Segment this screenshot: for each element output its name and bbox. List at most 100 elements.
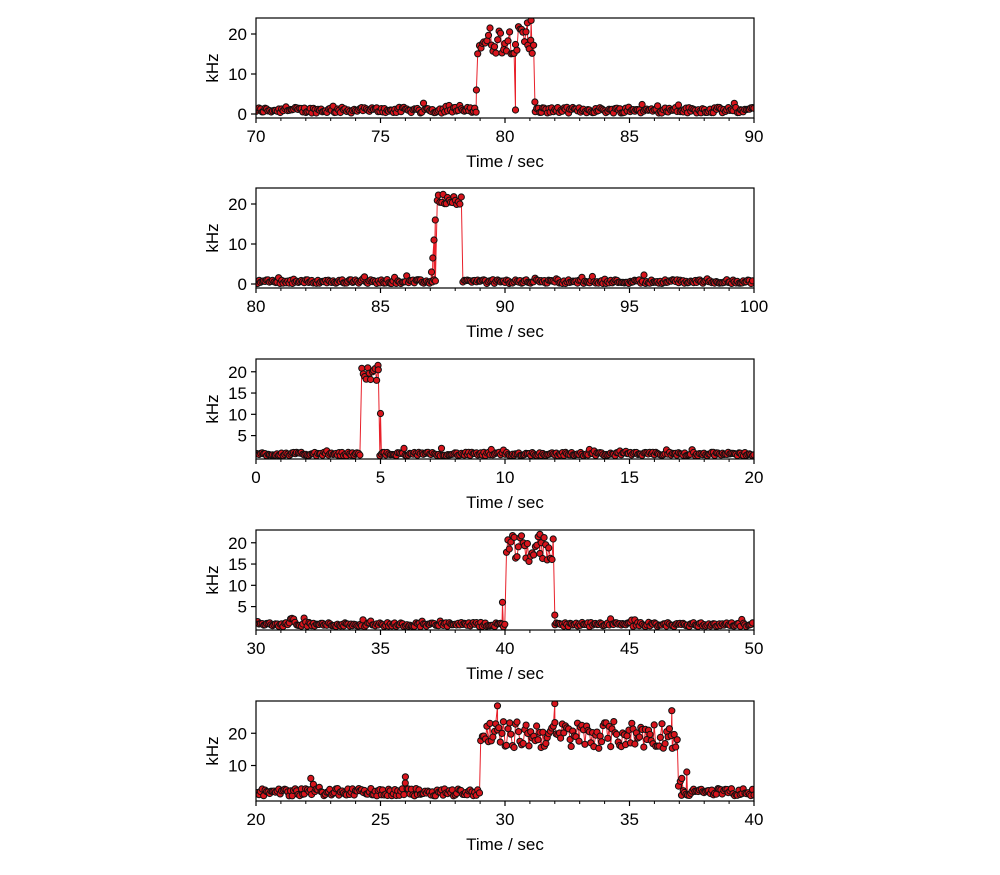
data-point: [551, 701, 559, 708]
x-tick-label: 20: [247, 810, 266, 829]
series-group: [256, 361, 754, 459]
data-point: [367, 375, 375, 384]
x-tick-label: 40: [745, 810, 764, 829]
x-axis-label: Time / sec: [466, 835, 544, 854]
data-point: [510, 533, 518, 541]
data-point: [490, 43, 499, 51]
data-point: [505, 545, 513, 553]
series-line: [257, 194, 753, 285]
data-point: [527, 18, 535, 24]
y-tick-label: 15: [228, 384, 247, 403]
data-point: [472, 86, 480, 94]
x-tick-label: 50: [745, 639, 764, 658]
data-point: [530, 551, 538, 559]
data-point: [511, 106, 520, 114]
data-point: [551, 611, 559, 619]
x-tick-label: 25: [371, 810, 390, 829]
data-point: [638, 100, 646, 109]
data-point: [430, 236, 438, 244]
data-point: [749, 619, 754, 627]
data-point: [504, 37, 512, 45]
data-point: [549, 535, 557, 543]
x-tick-label: 100: [740, 297, 768, 316]
x-tick-label: 15: [620, 468, 639, 487]
data-point: [528, 49, 536, 57]
data-point: [635, 733, 644, 741]
data-point: [748, 277, 754, 285]
data-point: [502, 741, 510, 750]
data-point: [598, 738, 606, 746]
data-point: [374, 366, 382, 374]
data-point: [539, 728, 547, 736]
series-group: [256, 190, 754, 288]
data-point: [548, 555, 556, 564]
x-tick-label: 40: [496, 639, 515, 658]
data-point: [501, 620, 509, 628]
chart-panel-1: 70 75 80 85 90 0 10 20 Time / sec kHz: [203, 17, 763, 171]
data-point: [748, 785, 754, 793]
data-point: [750, 791, 754, 799]
y-tick-label: 20: [228, 25, 247, 44]
data-point: [519, 739, 527, 748]
data-point: [484, 31, 493, 39]
x-tick-label: 5: [376, 468, 385, 487]
x-tick-label: 30: [496, 810, 515, 829]
data-point: [604, 734, 612, 742]
series-group: [256, 701, 754, 800]
y-tick-label: 0: [238, 105, 247, 124]
y-axis-label: kHz: [203, 394, 222, 423]
data-point: [610, 718, 618, 726]
x-tick-label: 10: [496, 468, 515, 487]
x-tick-label: 80: [247, 297, 266, 316]
data-point: [534, 736, 542, 744]
data-point: [567, 742, 575, 751]
chart-panel-2: 80 85 90 95 100 0 10 20 Time / sec kHz: [203, 187, 768, 341]
data-point: [492, 49, 500, 57]
series-line: [256, 534, 753, 629]
data-point: [595, 744, 603, 752]
x-tick-label: 75: [371, 127, 390, 146]
data-point: [486, 719, 494, 728]
x-tick-label: 90: [745, 127, 764, 146]
data-point: [429, 254, 437, 262]
x-tick-label: 35: [620, 810, 639, 829]
data-point: [640, 271, 648, 279]
y-tick-label: 10: [228, 757, 247, 776]
data-point: [499, 718, 507, 726]
data-point: [575, 737, 583, 745]
data-point: [683, 768, 691, 776]
x-axis-label: Time / sec: [466, 322, 544, 341]
data-point: [522, 28, 530, 36]
data-point: [581, 740, 589, 748]
y-tick-label: 10: [228, 405, 247, 424]
data-point: [472, 108, 480, 116]
data-point: [513, 718, 521, 726]
x-tick-label: 45: [620, 639, 639, 658]
data-point: [456, 200, 464, 208]
y-tick-label: 20: [228, 534, 247, 553]
data-point: [401, 773, 409, 781]
x-tick-label: 85: [620, 127, 639, 146]
data-point: [373, 376, 381, 384]
x-tick-label: 35: [371, 639, 390, 658]
data-point: [640, 743, 648, 751]
data-point: [431, 277, 439, 285]
data-point: [551, 719, 559, 727]
x-tick-label: 30: [247, 639, 266, 658]
series-group: [256, 530, 754, 630]
x-axis-label: Time / sec: [466, 152, 544, 171]
y-tick-label: 20: [228, 724, 247, 743]
data-point: [530, 41, 538, 49]
data-point: [493, 702, 502, 710]
data-point: [646, 730, 654, 739]
data-point: [661, 740, 669, 748]
x-tick-label: 90: [496, 297, 515, 316]
data-point: [474, 50, 482, 58]
y-axis-label: kHz: [203, 53, 222, 82]
y-tick-label: 10: [228, 576, 247, 595]
x-tick-label: 70: [247, 127, 266, 146]
y-tick-label: 5: [238, 598, 247, 617]
axes-frame: [255, 187, 755, 289]
data-point: [522, 721, 530, 729]
x-tick-label: 95: [620, 297, 639, 316]
